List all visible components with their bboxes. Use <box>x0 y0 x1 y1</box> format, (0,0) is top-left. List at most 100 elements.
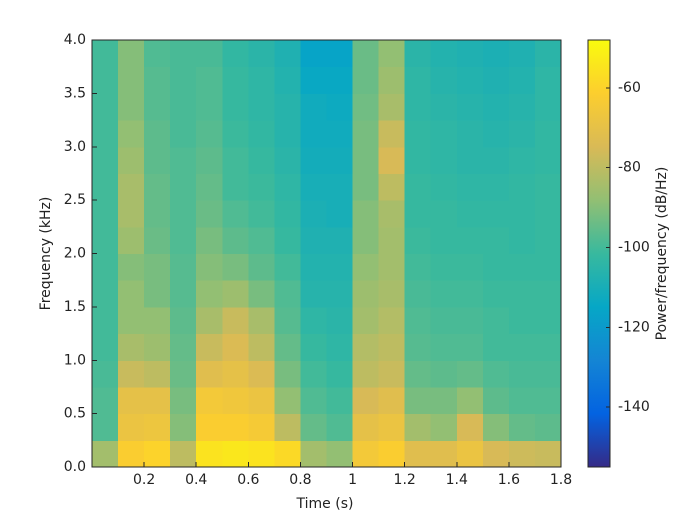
colorbar-tick-label: -60 <box>618 80 641 96</box>
cell <box>118 253 145 281</box>
cell <box>300 360 327 388</box>
cell <box>378 226 406 254</box>
cell <box>248 93 275 121</box>
cell <box>222 253 249 281</box>
cell <box>404 173 432 201</box>
cell <box>118 173 145 201</box>
cell <box>300 413 327 441</box>
cell <box>404 66 432 94</box>
cell <box>430 413 458 441</box>
cell <box>534 66 562 94</box>
cell <box>352 226 380 254</box>
cell <box>430 146 458 174</box>
cell <box>196 173 223 201</box>
cell <box>248 413 275 441</box>
cell <box>430 173 458 201</box>
cell <box>456 120 484 148</box>
cell <box>222 306 249 335</box>
cell <box>248 40 275 68</box>
cell <box>534 253 562 281</box>
cell <box>196 120 223 148</box>
y-tick-label: 4.0 <box>64 32 86 48</box>
cell <box>352 333 380 361</box>
cell <box>248 200 275 228</box>
cell <box>118 386 145 415</box>
cell <box>144 306 171 335</box>
cell <box>300 93 327 121</box>
colorbar-tick-label: -100 <box>618 240 650 256</box>
cell <box>326 360 354 388</box>
cell <box>196 40 223 68</box>
cell <box>144 413 171 441</box>
cell <box>352 40 380 68</box>
cell <box>456 440 484 468</box>
cell <box>430 333 458 361</box>
cell <box>274 40 301 68</box>
cell <box>482 440 510 468</box>
cell <box>144 280 171 308</box>
colorbar-tick-label: -140 <box>618 399 650 415</box>
cell <box>482 173 510 201</box>
cell <box>92 306 119 335</box>
y-tick-label: 0.0 <box>64 459 86 475</box>
cell <box>300 386 327 415</box>
cell <box>326 226 354 254</box>
cell <box>352 66 380 94</box>
cell <box>170 333 197 361</box>
cell <box>352 146 380 174</box>
cell <box>300 40 327 68</box>
cell <box>326 306 354 335</box>
cell <box>456 333 484 361</box>
cell <box>404 306 432 335</box>
cell <box>404 253 432 281</box>
cell <box>92 173 119 201</box>
cell <box>222 40 249 68</box>
cell <box>144 66 171 94</box>
cell <box>92 120 119 148</box>
cell <box>482 226 510 254</box>
cell <box>170 306 197 335</box>
cell <box>248 226 275 254</box>
cell <box>118 226 145 254</box>
cell <box>508 440 536 468</box>
cell <box>222 413 249 441</box>
cell <box>404 40 432 68</box>
cell <box>404 200 432 228</box>
x-tick-label: 1.4 <box>446 472 468 488</box>
y-tick-label: 1.0 <box>64 352 86 368</box>
cell <box>430 93 458 121</box>
cell <box>534 306 562 335</box>
cell <box>456 173 484 201</box>
x-tick-label: 1.2 <box>394 472 416 488</box>
cell <box>534 93 562 121</box>
cell <box>534 200 562 228</box>
cell <box>196 253 223 281</box>
cell <box>196 333 223 361</box>
cell <box>508 253 536 281</box>
cell <box>222 280 249 308</box>
cell <box>248 146 275 174</box>
cell <box>430 200 458 228</box>
cell <box>222 146 249 174</box>
cell <box>508 93 536 121</box>
cell <box>404 280 432 308</box>
cell <box>482 413 510 441</box>
cell <box>456 386 484 415</box>
cell <box>378 93 406 121</box>
cell <box>430 386 458 415</box>
cell <box>144 226 171 254</box>
cell <box>170 253 197 281</box>
cell <box>482 120 510 148</box>
cell <box>92 360 119 388</box>
cell <box>508 333 536 361</box>
cell <box>170 200 197 228</box>
cell <box>508 360 536 388</box>
cell <box>274 280 301 308</box>
cell <box>534 333 562 361</box>
cell <box>378 413 406 441</box>
cell <box>482 333 510 361</box>
cell <box>482 200 510 228</box>
colorbar-tick-label: -80 <box>618 160 641 176</box>
cell <box>456 66 484 94</box>
cell <box>92 200 119 228</box>
